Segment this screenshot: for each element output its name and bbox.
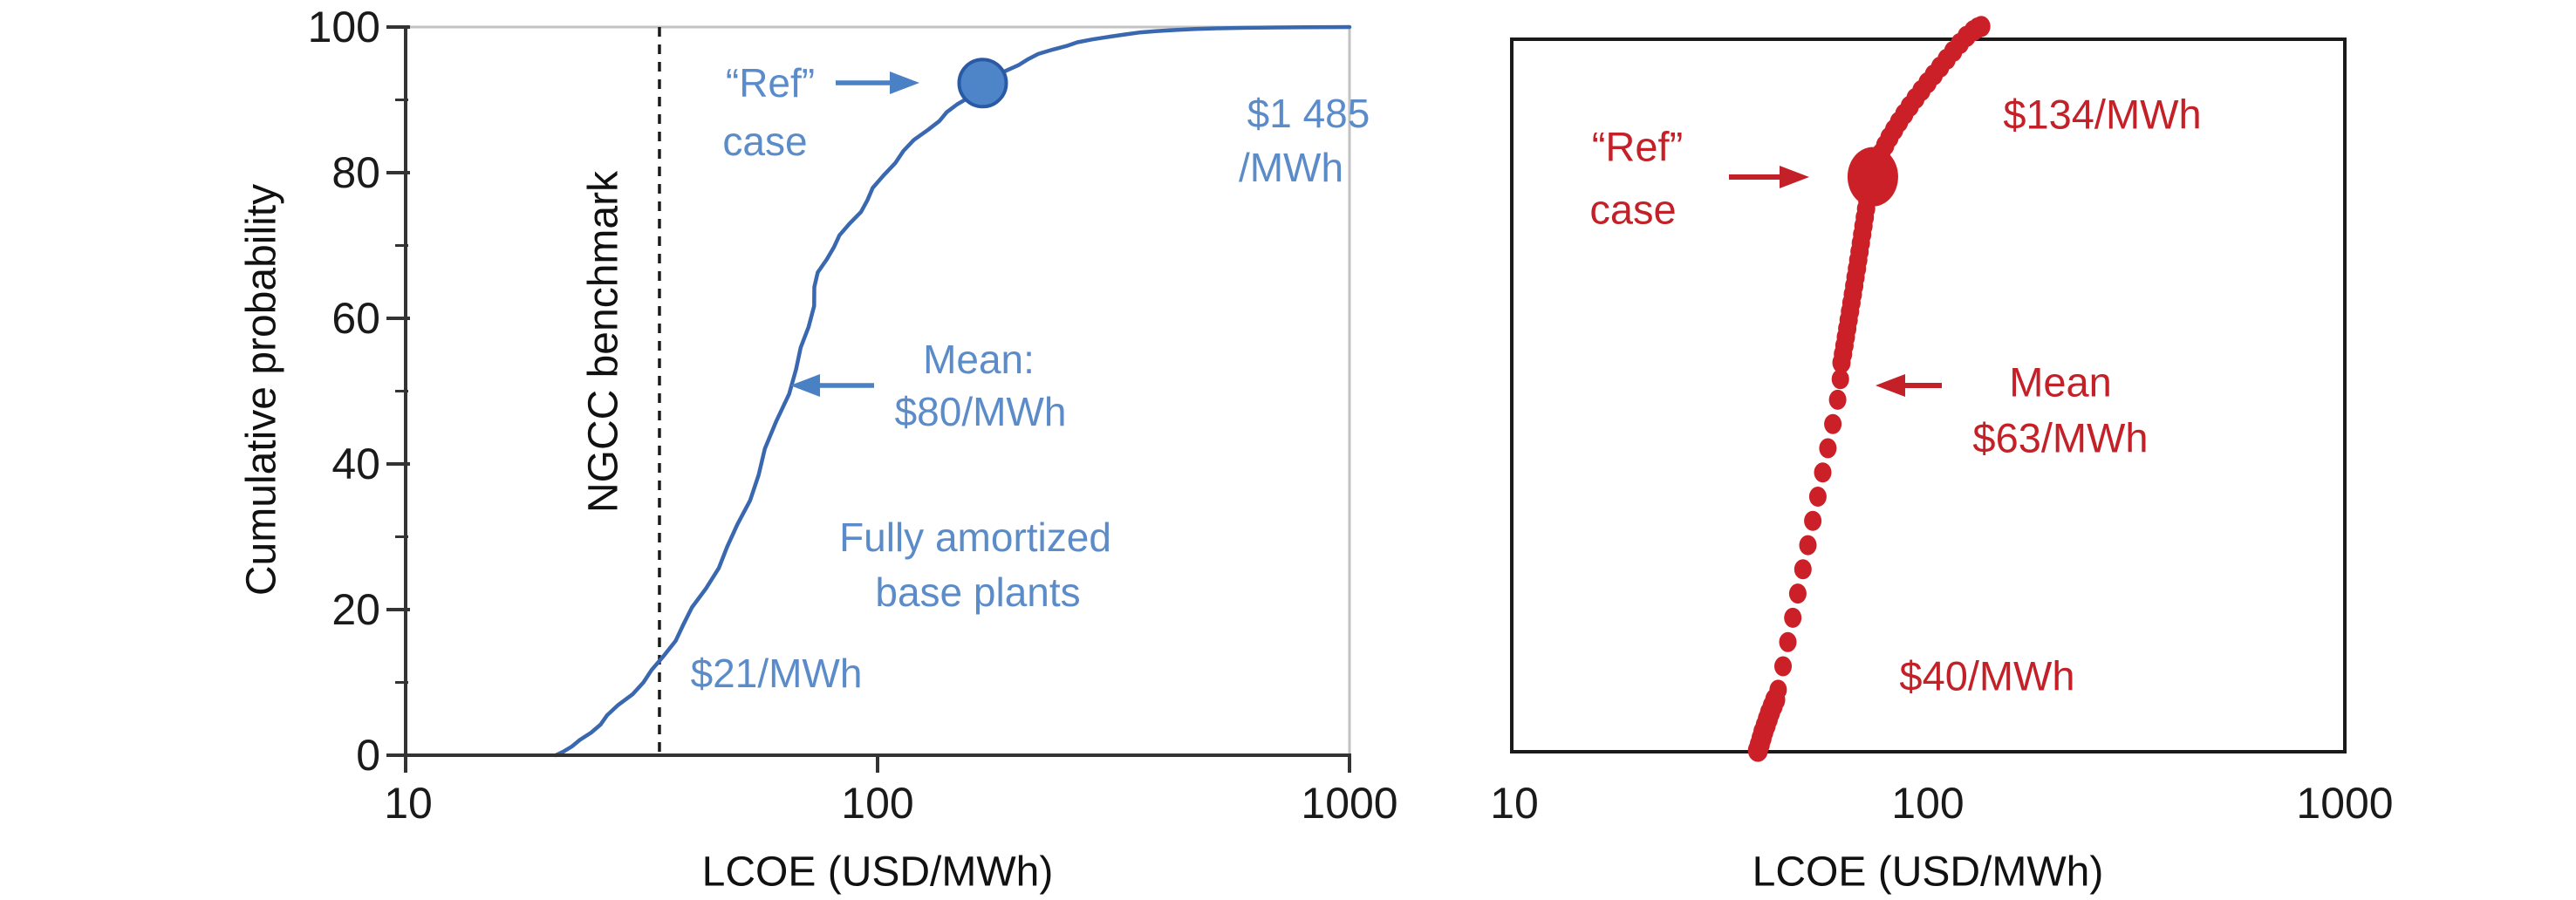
left-y-tick-80: 80: [331, 148, 380, 197]
left-mean-label-line1: Mean:: [923, 337, 1035, 382]
left-y-tick-20: 20: [331, 585, 380, 634]
left-x-tick-10: 10: [384, 779, 433, 828]
right-x-tick-100: 100: [1891, 779, 1964, 828]
left-y-tick-100: 100: [307, 3, 380, 51]
right-cdf-dot: [1788, 583, 1807, 604]
right-cdf-dot: [1769, 679, 1787, 700]
right-cdf-dot: [1814, 462, 1832, 483]
left-cdf-curve: [553, 24, 1352, 758]
right-cdf-dot: [1828, 389, 1847, 410]
right-cdf-dot: [1971, 16, 1991, 38]
right-cdf-dot: [1794, 559, 1812, 580]
left-mean-arrow-head: [790, 374, 820, 397]
right-x-tick-10: 10: [1490, 779, 1539, 828]
left-y-tick-40: 40: [331, 440, 380, 488]
right-ref-case-label-line2: case: [1589, 186, 1677, 233]
right-max-value-label: $134/MWh: [2003, 91, 2202, 138]
right-ref-case-label-line1: “Ref”: [1591, 123, 1684, 170]
right-mean-label-line1: Mean: [2009, 358, 2112, 406]
right-ref-dot: [1847, 147, 1898, 207]
right-cdf-dot: [1831, 369, 1849, 390]
right-cdf-dot: [1784, 607, 1802, 628]
left-series-note-line1: Fully amortized: [839, 515, 1111, 560]
left-ref-dot: [957, 58, 1008, 109]
left-min-value-label: $21/MWh: [690, 651, 863, 696]
left-ref-arrow-head: [890, 72, 919, 94]
left-y-axis-title: Cumulative probability: [238, 183, 285, 597]
left-series-note-line2: base plants: [875, 569, 1081, 615]
left-x-tick-100: 100: [841, 779, 914, 828]
right-cdf-dot: [1819, 438, 1837, 459]
right-cdf-dot: [1808, 487, 1827, 507]
right-x-tick-1000: 1000: [2296, 779, 2394, 828]
left-ref-case-label-line1: “Ref”: [725, 60, 816, 106]
right-cdf-dot: [1799, 535, 1817, 556]
right-cdf-dot: [1824, 413, 1842, 434]
right-ref-arrow-head: [1780, 166, 1809, 188]
left-x-tick-1000: 1000: [1301, 779, 1398, 828]
right-plot-border: [1510, 38, 2347, 753]
left-ref-case-label-line2: case: [722, 119, 808, 164]
left-max-value-label-line2: /MWh: [1238, 145, 1344, 190]
left-x-axis-title: LCOE (USD/MWh): [701, 849, 1054, 896]
left-max-value-label-line1: $1 485: [1247, 91, 1370, 136]
ngcc-benchmark-label: NGCC benchmark: [580, 170, 627, 514]
right-cdf-dot: [1804, 510, 1822, 531]
left-y-tick-0: 0: [356, 731, 380, 780]
right-x-axis-title: LCOE (USD/MWh): [1752, 849, 2104, 896]
left-mean-label-line2: $80/MWh: [894, 389, 1067, 434]
left-y-tick-60: 60: [331, 294, 380, 343]
right-cdf-dot: [1779, 631, 1797, 652]
right-mean-arrow-head: [1876, 374, 1905, 397]
right-mean-label-line2: $63/MWh: [1972, 414, 2149, 461]
right-cdf-dot: [1774, 656, 1792, 677]
right-min-value-label: $40/MWh: [1899, 652, 2075, 699]
